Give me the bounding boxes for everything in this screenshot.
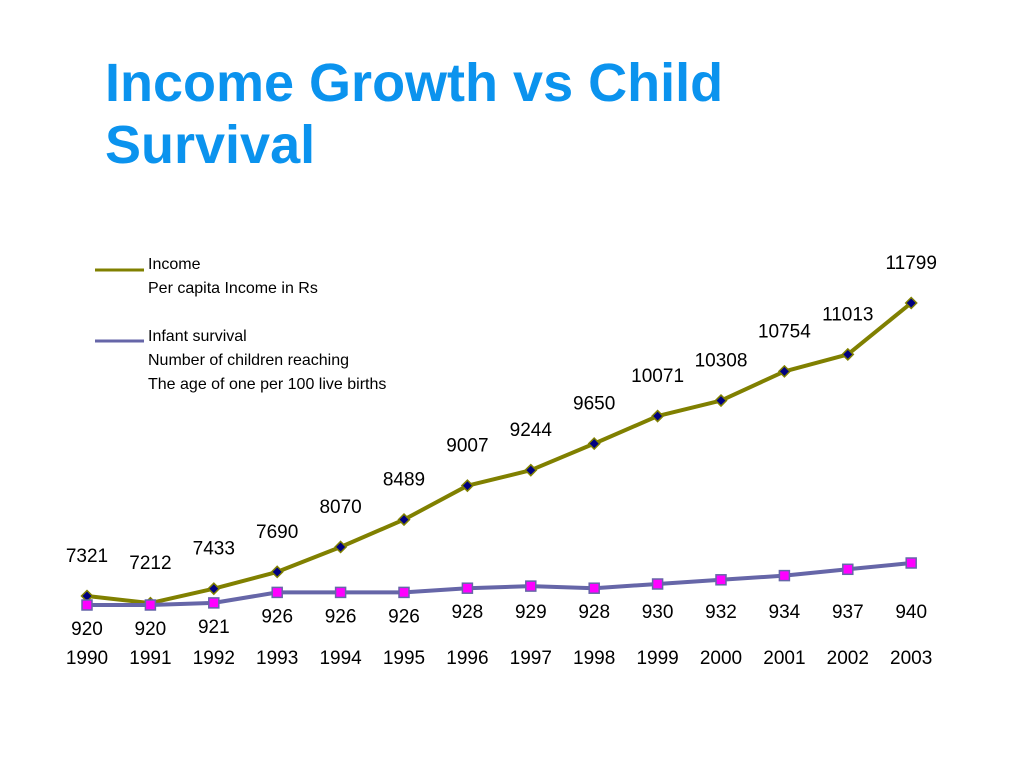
slide-title-line-2: Survival [105, 115, 316, 175]
point-infant-survival-1995 [398, 586, 410, 599]
data-label-infant-survival-1995: 926 [388, 606, 420, 627]
data-label-infant-survival-1993: 926 [261, 606, 293, 627]
data-label-infant-survival-1990: 920 [71, 619, 103, 640]
point-income-1998 [587, 437, 601, 451]
point-income-2001 [777, 364, 791, 378]
data-label-income-2001: 10754 [758, 321, 811, 342]
x-tick-label-2001: 2001 [763, 648, 805, 669]
legend-text-infant-survival-1: Infant survival [148, 328, 247, 345]
data-label-income-1990: 7321 [66, 546, 108, 567]
point-infant-survival-2003 [905, 557, 917, 569]
series-line-infant-survival [85, 561, 914, 607]
data-label-income-2002: 11013 [822, 304, 873, 325]
series-line-income [85, 301, 914, 606]
point-infant-survival-2001 [778, 569, 791, 582]
point-infant-survival-1991 [144, 599, 157, 611]
x-tick-label-2003: 2003 [890, 648, 932, 669]
x-tick-label-1992: 1992 [193, 648, 235, 669]
data-label-infant-survival-1997: 929 [515, 602, 547, 623]
legend-text-infant-survival-3: The age of one per 100 live births [148, 376, 386, 393]
data-label-infant-survival-1996: 928 [452, 602, 484, 623]
point-income-1999 [651, 409, 665, 423]
x-tick-label-1993: 1993 [256, 648, 298, 669]
point-infant-survival-1990 [81, 599, 93, 611]
slide-title-line-1: Income Growth vs Child [105, 53, 724, 113]
point-income-2002 [841, 347, 855, 361]
data-label-infant-survival-1991: 920 [135, 619, 167, 640]
data-label-income-1998: 9650 [573, 394, 615, 415]
data-label-income-1996: 9007 [446, 436, 488, 457]
data-label-infant-survival-1992: 921 [198, 617, 230, 638]
point-income-1992 [207, 582, 221, 596]
data-label-income-1994: 8070 [319, 497, 361, 518]
data-label-infant-survival-1999: 930 [642, 602, 674, 623]
legend-text-infant-survival-2: Number of children reaching [148, 352, 349, 369]
x-tick-label-1994: 1994 [319, 648, 362, 669]
data-label-income-1993: 7690 [256, 522, 298, 543]
x-tick-label-1995: 1995 [383, 648, 425, 669]
data-label-infant-survival-2001: 934 [769, 602, 801, 623]
data-label-infant-survival-2002: 937 [832, 602, 864, 623]
x-tick-label-1990: 1990 [66, 648, 108, 669]
data-label-income-1992: 7433 [193, 539, 235, 560]
point-income-1994 [334, 540, 348, 554]
x-tick-label-1997: 1997 [510, 648, 552, 669]
point-infant-survival-1994 [334, 586, 347, 599]
data-label-infant-survival-1994: 926 [325, 606, 357, 627]
point-infant-survival-2000 [715, 574, 727, 586]
data-label-income-1991: 7212 [129, 553, 171, 574]
data-label-infant-survival-1998: 928 [578, 602, 610, 623]
legend-text-income-2: Per capita Income in Rs [148, 280, 318, 297]
point-income-2000 [714, 393, 728, 408]
point-income-1993 [270, 565, 284, 579]
data-label-infant-survival-2000: 932 [705, 602, 737, 623]
x-tick-label-1999: 1999 [636, 648, 678, 669]
point-infant-survival-1993 [271, 586, 283, 599]
point-infant-survival-1998 [588, 582, 600, 594]
x-tick-label-1996: 1996 [446, 648, 488, 669]
data-label-income-2000: 10308 [695, 351, 748, 372]
point-income-1997 [524, 463, 538, 477]
point-income-1995 [397, 513, 411, 527]
data-label-income-2003: 11799 [885, 253, 936, 274]
x-tick-label-1998: 1998 [573, 648, 615, 669]
data-label-income-1995: 8489 [383, 470, 425, 491]
point-infant-survival-1992 [208, 597, 220, 609]
point-income-2003 [904, 296, 918, 310]
point-infant-survival-1999 [651, 578, 664, 590]
x-tick-label-2002: 2002 [827, 648, 869, 669]
data-label-infant-survival-2003: 940 [895, 602, 927, 623]
point-infant-survival-1997 [525, 580, 537, 592]
data-label-income-1997: 9244 [510, 420, 553, 441]
legend-text-income-1: Income [148, 256, 201, 273]
x-tick-label-1991: 1991 [129, 648, 171, 669]
x-tick-label-2000: 2000 [700, 648, 742, 669]
slide-title: Income Growth vs Child Survival [105, 52, 925, 176]
point-infant-survival-2002 [842, 563, 854, 576]
point-income-1996 [460, 479, 474, 493]
point-infant-survival-1996 [461, 582, 474, 594]
data-label-income-1999: 10071 [631, 366, 684, 387]
